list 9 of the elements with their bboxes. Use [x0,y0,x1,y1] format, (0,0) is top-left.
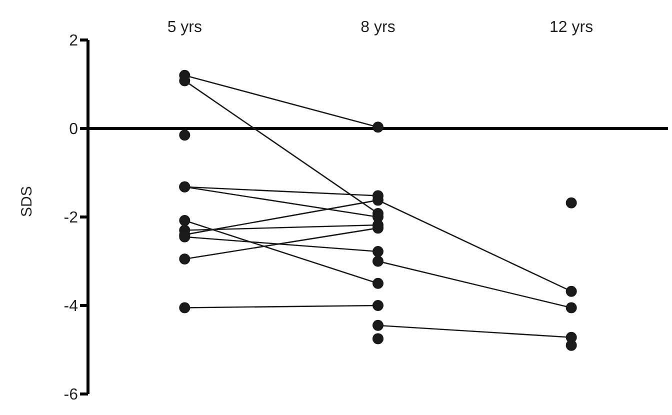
y-tick-label: 0 [69,121,78,138]
y-tick-label: -4 [64,298,78,316]
y-tick-label: 2 [69,32,78,50]
y-axis-title: SDS [18,186,36,217]
y-tick-label: -6 [64,386,78,404]
y-tick-label: -2 [64,210,78,227]
x-tick-label: 8 yrs [360,19,396,36]
x-tick-label: 12 yrs [550,19,594,36]
x-tick-label: 5 yrs [167,19,202,36]
